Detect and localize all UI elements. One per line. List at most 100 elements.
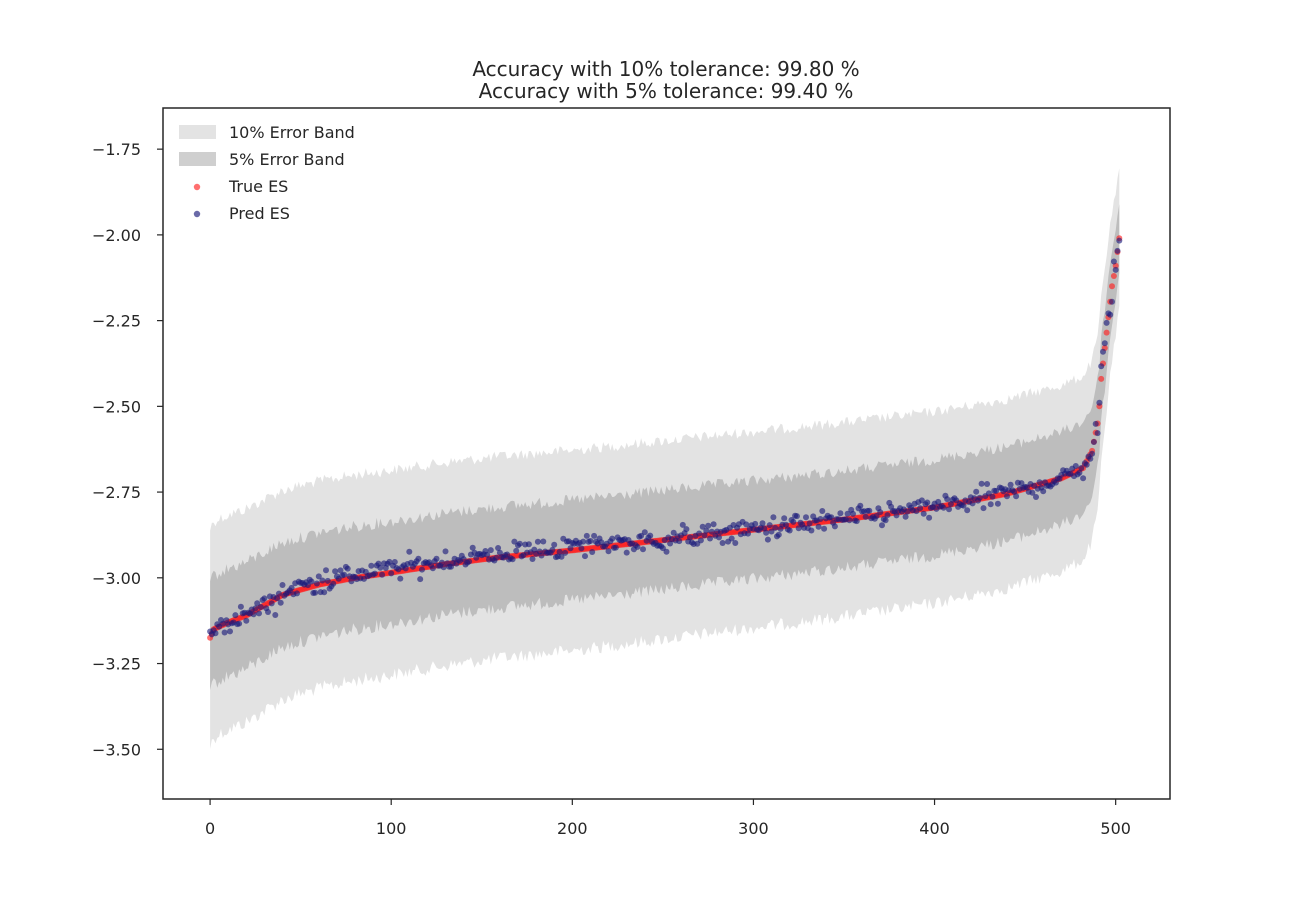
pred-es-point: [697, 537, 704, 544]
pred-es-point: [1033, 494, 1039, 500]
pred-es-point: [679, 521, 686, 528]
chart-title-line-2: Accuracy with 5% tolerance: 99.40 %: [479, 79, 854, 103]
pred-es-point: [562, 549, 569, 556]
pred-es-point: [308, 578, 315, 585]
pred-es-point: [1098, 363, 1105, 370]
pred-es-point: [348, 578, 355, 585]
pred-es-point: [904, 508, 911, 515]
pred-es-point: [846, 517, 853, 524]
pred-es-point: [759, 520, 766, 527]
legend-swatch-band: [179, 152, 216, 166]
pred-es-point: [803, 514, 809, 521]
pred-es-point: [1087, 455, 1094, 462]
pred-es-point: [386, 558, 393, 565]
pred-es-point: [882, 517, 889, 524]
x-tick-label: 500: [1100, 819, 1131, 838]
legend-marker: [193, 210, 201, 218]
pred-es-point: [705, 522, 712, 529]
chart-title-line-1: Accuracy with 10% tolerance: 99.80 %: [472, 57, 859, 81]
pred-es-point: [857, 502, 864, 509]
pred-es-point: [419, 566, 425, 573]
pred-es-point: [987, 501, 994, 508]
pred-es-point: [433, 555, 440, 562]
pred-es-point: [786, 527, 793, 534]
pred-es-point: [634, 543, 641, 550]
axes-frame: [162, 107, 1171, 800]
pred-es-point: [1011, 488, 1018, 495]
pred-es-point: [766, 522, 773, 529]
y-tick-label: −3.00: [92, 569, 141, 588]
pred-es-point: [884, 512, 891, 519]
pred-es-point: [243, 617, 250, 624]
pred-es-point: [828, 514, 835, 521]
pred-es-point: [438, 559, 445, 566]
pred-es-point: [493, 554, 500, 561]
pred-es-point: [227, 628, 233, 635]
pred-es-point: [772, 524, 779, 531]
pred-es-point: [853, 518, 860, 525]
pred-es-point: [707, 535, 713, 542]
pred-es-point: [212, 630, 219, 637]
pred-es-point: [484, 551, 491, 558]
pred-es-point: [1094, 430, 1101, 437]
pred-es-point: [549, 546, 556, 553]
pred-es-point: [710, 521, 717, 528]
y-tick-label: −2.50: [92, 397, 141, 416]
legend-swatch-band: [179, 125, 216, 139]
pred-es-point: [964, 507, 971, 514]
pred-es-point: [918, 497, 925, 504]
legend-label: 5% Error Band: [229, 150, 345, 169]
pred-es-point: [708, 528, 715, 535]
pred-es-point: [1109, 298, 1115, 305]
pred-es-point: [529, 556, 536, 562]
legend-label: 10% Error Band: [229, 123, 355, 142]
pred-es-point: [556, 548, 563, 555]
pred-es-point: [440, 564, 447, 571]
x-tick-label: 0: [205, 819, 215, 838]
pred-es-point: [862, 513, 869, 520]
pred-es-point: [321, 589, 328, 596]
pred-es-point: [1078, 465, 1085, 471]
pred-es-point: [429, 565, 436, 572]
pred-es-point: [516, 540, 523, 547]
pred-es-point: [1013, 493, 1020, 500]
pred-es-point: [612, 544, 619, 551]
true-es-point: [1110, 273, 1117, 279]
pred-es-point: [236, 620, 243, 627]
pred-es-point: [893, 512, 900, 519]
pred-es-point: [973, 488, 980, 495]
pred-es-point: [676, 538, 683, 545]
y-tick-label: −3.25: [92, 655, 141, 674]
legend-label: True ES: [228, 177, 288, 196]
pred-es-point: [391, 559, 398, 565]
pred-es-point: [728, 535, 735, 542]
pred-es-point: [1116, 237, 1123, 244]
pred-es-point: [1080, 475, 1087, 482]
pred-es-point: [232, 612, 239, 619]
pred-es-point: [379, 571, 386, 578]
pred-es-point: [540, 538, 547, 545]
pred-es-point: [580, 538, 587, 545]
pred-es-point: [1029, 489, 1036, 496]
pred-es-point: [377, 564, 384, 571]
pred-es-point: [466, 558, 473, 565]
pred-es-point: [924, 499, 931, 506]
pred-es-point: [1092, 420, 1099, 427]
pred-es-point: [701, 532, 708, 539]
pred-es-point: [265, 609, 271, 615]
pred-es-point: [257, 604, 264, 610]
pred-es-point: [670, 529, 677, 536]
pred-es-point: [406, 548, 413, 555]
pred-es-point: [935, 498, 942, 505]
pred-es-point: [415, 555, 422, 562]
pred-es-point: [534, 538, 541, 545]
pred-es-point: [821, 525, 828, 532]
pred-es-point: [1036, 479, 1043, 486]
pred-es-point: [1089, 450, 1096, 457]
pred-es-point: [837, 510, 844, 517]
pred-es-point: [323, 567, 329, 574]
pred-es-point: [368, 562, 375, 569]
pred-es-point: [994, 500, 1001, 507]
pred-es-point: [781, 515, 788, 522]
x-axis: 0 100 200 300 400 500: [205, 799, 1131, 838]
